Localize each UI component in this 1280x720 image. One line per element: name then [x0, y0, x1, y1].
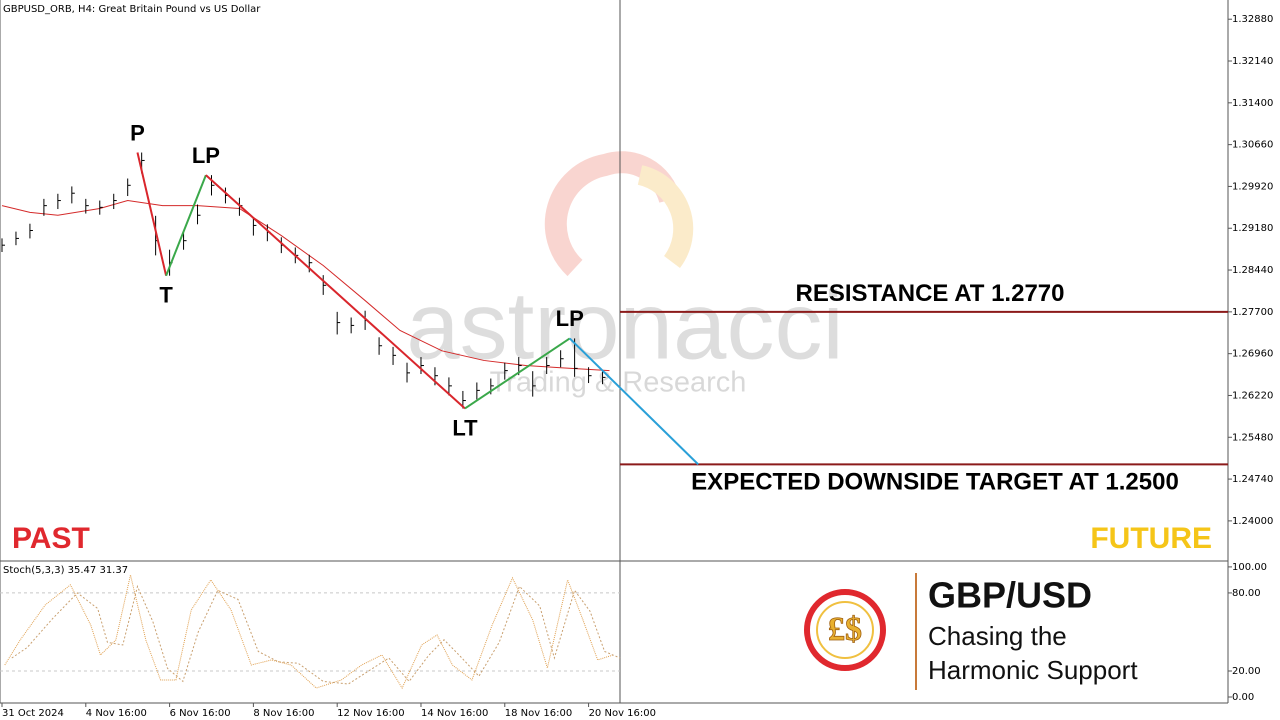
watermark: astronacci	[406, 272, 844, 379]
y-tick-label: 1.28440	[1232, 265, 1273, 276]
y-tick-label: 1.29180	[1232, 223, 1273, 234]
subtitle-line: Chasing the	[928, 621, 1067, 651]
y-tick-label: 80.00	[1232, 588, 1261, 599]
level-label: RESISTANCE AT 1.2770	[796, 280, 1065, 307]
pattern-leg	[165, 174, 207, 277]
pattern-label: LP	[192, 143, 220, 168]
y-tick-label: 1.24000	[1232, 516, 1273, 527]
level-label: EXPECTED DOWNSIDE TARGET AT 1.2500	[691, 469, 1179, 496]
pattern-leg	[569, 337, 699, 466]
x-tick-label: 31 Oct 2024	[2, 708, 64, 719]
x-tick-label: 12 Nov 16:00	[337, 708, 404, 719]
y-tick-label: 1.30660	[1232, 140, 1273, 151]
y-tick-label: 0.00	[1232, 692, 1254, 703]
watermark-sub: Trading & Research	[490, 367, 747, 399]
pattern-label: P	[130, 120, 145, 145]
y-tick-label: 1.24740	[1232, 474, 1273, 485]
y-tick-label: 1.27700	[1232, 307, 1273, 318]
watermark-arc	[637, 165, 694, 269]
pattern-label: LP	[556, 306, 584, 331]
y-tick-label: 1.31400	[1232, 98, 1273, 109]
pattern-label: LT	[452, 415, 478, 440]
logo-ring	[804, 589, 886, 671]
past-label: PAST	[12, 522, 90, 555]
indicator-label: Stoch(5,3,3) 35.47 31.37	[3, 565, 128, 576]
brand-logo	[804, 589, 886, 671]
x-tick-label: 6 Nov 16:00	[170, 708, 231, 719]
y-tick-label: 1.25480	[1232, 432, 1273, 443]
y-tick-label: 1.29920	[1232, 181, 1273, 192]
indicator-line	[4, 574, 614, 690]
x-tick-label: 18 Nov 16:00	[505, 708, 572, 719]
watermark-arc	[544, 151, 681, 277]
x-tick-label: 14 Nov 16:00	[421, 708, 488, 719]
pattern-leg	[464, 337, 571, 410]
chart-title: GBPUSD_ORB, H4: Great Britain Pound vs U…	[3, 4, 261, 15]
watermark-logo	[544, 151, 694, 277]
subtitle-line: Harmonic Support	[928, 655, 1138, 685]
y-tick-label: 1.32880	[1232, 14, 1273, 25]
x-tick-label: 20 Nov 16:00	[589, 708, 656, 719]
pattern-leg	[205, 174, 466, 410]
future-label: FUTURE	[1090, 522, 1212, 555]
pair-title: GBP/USD	[928, 575, 1092, 616]
pattern-leg	[136, 152, 168, 276]
y-tick-label: 1.26960	[1232, 349, 1273, 360]
logo-symbol: £$	[828, 611, 862, 648]
x-tick-label: 4 Nov 16:00	[86, 708, 147, 719]
y-tick-label: 1.32140	[1232, 56, 1273, 67]
x-tick-label: 8 Nov 16:00	[253, 708, 314, 719]
logo-inner	[816, 601, 874, 659]
y-tick-label: 20.00	[1232, 666, 1261, 677]
y-tick-label: 1.26220	[1232, 390, 1273, 401]
pattern-label: T	[159, 283, 173, 308]
indicator-line	[11, 584, 621, 685]
y-tick-label: 100.00	[1232, 562, 1267, 573]
